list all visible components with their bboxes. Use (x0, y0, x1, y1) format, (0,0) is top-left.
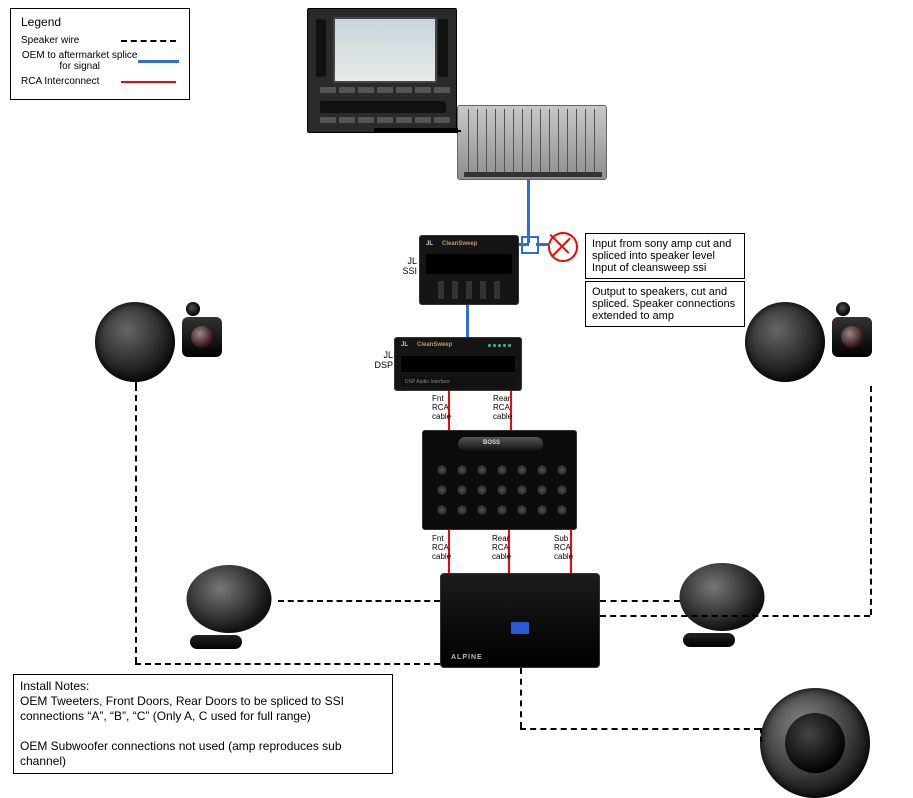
wire-dash-amp-down (520, 668, 522, 728)
legend-row-speakerwire: Speaker wire (21, 35, 179, 46)
wire-dash-amp-sub-up (760, 728, 762, 742)
legend-row-splice: OEM to aftermarket splice for signal (21, 50, 179, 72)
wire-headunit-to-amp-thick (374, 128, 458, 133)
wire-dash-amp-rr (600, 600, 680, 602)
label-fnt-rca-1: Fnt RCA cable (432, 394, 451, 421)
legend-swatch-dashed (121, 40, 176, 42)
legend-row-rca: RCA Interconnect (21, 76, 179, 87)
device-sony-amp (457, 105, 607, 180)
wire-blue-amp-down (527, 180, 530, 243)
label-rear-rca-2: Rear RCA cable (492, 534, 511, 561)
device-jl-dsp: JL CleanSweep DSP Audio Interface (394, 337, 522, 391)
device-jl-ssi: JL CleanSweep (419, 235, 519, 305)
label-sub-rca: Sub RCA cable (554, 534, 573, 561)
legend-title: Legend (21, 15, 179, 29)
speaker-subwoofer (760, 688, 870, 798)
legend-box: Legend Speaker wire OEM to aftermarket s… (10, 8, 190, 100)
device-boss-crossover: BOSS (422, 430, 577, 530)
wire-blue-to-cut (536, 243, 550, 246)
label-fnt-rca-2: Fnt RCA cable (432, 534, 451, 561)
label-jl-ssi: JL SSI (395, 256, 417, 276)
wire-dash-amp-rl (278, 600, 440, 602)
note-output: Output to speakers, cut and spliced. Spe… (585, 281, 745, 327)
note-input: Input from sony amp cut and spliced into… (585, 233, 745, 279)
device-headunit (307, 8, 457, 133)
legend-swatch-red (121, 81, 176, 83)
device-alpine-amp: ALPINE (440, 573, 600, 668)
note-install: Install Notes: OEM Tweeters, Front Doors… (13, 674, 393, 774)
wire-dash-amp-sub-h (520, 728, 760, 730)
label-rear-rca-1: Rear RCA cable (493, 394, 512, 421)
label-jl-dsp: JL DSP (371, 350, 393, 370)
wire-blue-ssi-to-dsp (466, 305, 469, 337)
legend-swatch-blue (138, 60, 179, 63)
